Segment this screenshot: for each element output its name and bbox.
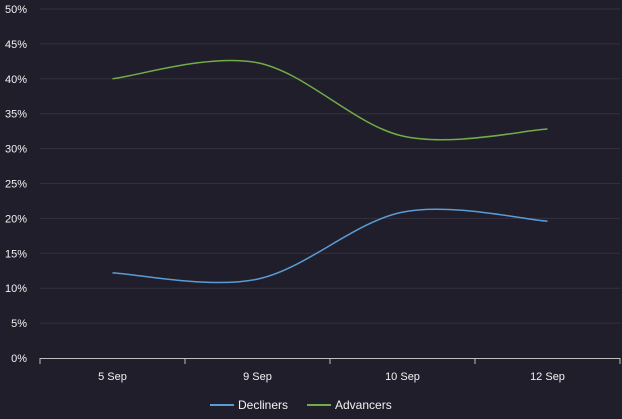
advancers-line xyxy=(112,59,548,141)
y-tick-label: 0% xyxy=(11,353,27,365)
y-tick-label: 15% xyxy=(5,248,27,260)
x-axis: 5 Sep 9 Sep 10 Sep 12 Sep xyxy=(39,358,621,383)
legend-label-decliners: Decliners xyxy=(238,398,288,412)
y-tick-label: 45% xyxy=(5,39,27,51)
series-lines xyxy=(112,59,548,284)
x-tick-label: 10 Sep xyxy=(385,371,420,383)
y-tick-label: 25% xyxy=(5,179,27,191)
y-tick-label: 30% xyxy=(5,144,27,156)
gridlines xyxy=(40,8,620,324)
legend-label-advancers: Advancers xyxy=(335,398,392,412)
y-tick-label: 35% xyxy=(5,109,27,121)
y-tick-label: 10% xyxy=(5,283,27,295)
y-axis-tick-labels: 0% 5% 10% 15% 20% 25% 30% 35% 40% 45% 50% xyxy=(5,4,27,365)
x-tick-label: 12 Sep xyxy=(530,371,565,383)
y-tick-label: 5% xyxy=(11,318,27,330)
y-tick-label: 50% xyxy=(5,4,27,16)
decliners-line xyxy=(112,208,548,284)
y-tick-label: 40% xyxy=(5,74,27,86)
x-tick-label: 5 Sep xyxy=(98,371,127,383)
x-tick-label: 9 Sep xyxy=(243,371,272,383)
legend: Decliners Advancers xyxy=(210,398,392,412)
y-tick-label: 20% xyxy=(5,213,27,225)
